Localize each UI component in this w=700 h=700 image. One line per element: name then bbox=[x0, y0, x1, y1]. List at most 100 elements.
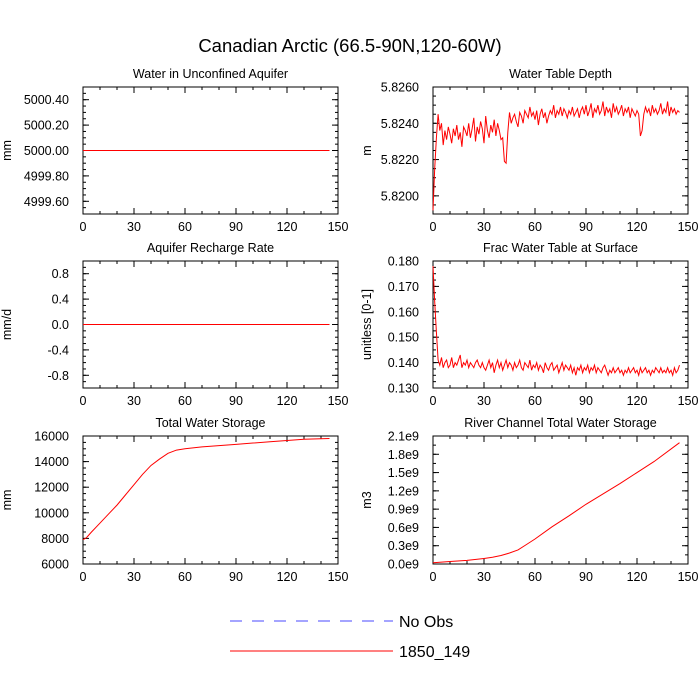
x-tick-label: 0 bbox=[430, 394, 437, 408]
panel-6: River Channel Total Water Storage 0 30 60 90… bbox=[360, 416, 698, 584]
x-tick-label: 30 bbox=[127, 394, 141, 408]
x-tick-label: 150 bbox=[328, 220, 349, 234]
x-tick-label: 60 bbox=[528, 220, 542, 234]
x-tick-label: 0 bbox=[80, 394, 87, 408]
plot-frame bbox=[432, 86, 689, 215]
x-tick-label: 0 bbox=[80, 220, 87, 234]
y-tick-label: 5.8260 bbox=[381, 81, 419, 95]
series-line-1850_149 bbox=[432, 442, 680, 564]
x-tick-label: 30 bbox=[127, 220, 141, 234]
x-tick-label: 60 bbox=[178, 394, 192, 408]
x-tick-label: 120 bbox=[277, 220, 298, 234]
y-tick-label: 0.6e9 bbox=[388, 521, 419, 535]
panel-1: Water in Unconfined Aquifer 0 30 60 90 120 150… bbox=[0, 67, 348, 234]
y-tick-label: 5000.20 bbox=[24, 119, 69, 133]
y-tick-label: 0.130 bbox=[388, 382, 419, 396]
legend: No Obs 1850_149 bbox=[230, 614, 470, 661]
panel-title: Aquifer Recharge Rate bbox=[147, 241, 274, 255]
series-line-1850_149 bbox=[82, 438, 330, 541]
x-tick-label: 0 bbox=[430, 220, 437, 234]
y-tick-label: 12000 bbox=[34, 481, 69, 495]
x-tick-label: 90 bbox=[579, 220, 593, 234]
x-tick-label: 150 bbox=[328, 570, 349, 584]
x-tick-label: 150 bbox=[678, 394, 699, 408]
y-tick-label: 5000.40 bbox=[24, 93, 69, 107]
y-tick-label: 0.9e9 bbox=[388, 503, 419, 517]
y-tick-label: 14000 bbox=[34, 455, 69, 469]
y-tick-label: 5.8200 bbox=[381, 189, 419, 203]
x-tick-label: 150 bbox=[328, 394, 349, 408]
y-tick-label: 0.3e9 bbox=[388, 539, 419, 553]
y-tick-label: 4999.80 bbox=[24, 169, 69, 183]
legend-label: 1850_149 bbox=[399, 644, 470, 661]
x-tick-label: 150 bbox=[678, 220, 699, 234]
figure-title: Canadian Arctic (66.5-90N,120-60W) bbox=[198, 35, 501, 56]
x-tick-label: 30 bbox=[477, 220, 491, 234]
y-tick-label: 5.8240 bbox=[381, 117, 419, 131]
panel-title: Water in Unconfined Aquifer bbox=[133, 67, 288, 81]
panel-3: Aquifer Recharge Rate 0 30 60 90 120 150 -0.8 -0… bbox=[0, 241, 348, 408]
y-tick-label: 1.5e9 bbox=[388, 466, 419, 480]
y-tick-label: 0.160 bbox=[388, 305, 419, 319]
x-tick-label: 90 bbox=[229, 570, 243, 584]
y-tick-label: 0.180 bbox=[388, 255, 419, 269]
x-tick-label: 60 bbox=[178, 570, 192, 584]
x-tick-label: 30 bbox=[127, 570, 141, 584]
panels: Water in Unconfined Aquifer 0 30 60 90 120 150… bbox=[0, 67, 698, 584]
y-tick-label: 0.4 bbox=[52, 293, 69, 307]
y-axis-label: mm bbox=[0, 490, 14, 511]
y-tick-label: -0.4 bbox=[47, 343, 69, 357]
y-tick-label: 8000 bbox=[41, 532, 69, 546]
y-tick-label: 0.0e9 bbox=[388, 558, 419, 572]
x-tick-label: 90 bbox=[229, 220, 243, 234]
panel-title: Frac Water Table at Surface bbox=[483, 241, 638, 255]
x-tick-label: 120 bbox=[277, 570, 298, 584]
y-tick-label: 1.2e9 bbox=[388, 484, 419, 498]
x-tick-label: 60 bbox=[528, 570, 542, 584]
panel-5: Total Water Storage 0 30 60 90 120 150 6000 8000… bbox=[0, 416, 348, 584]
x-tick-label: 120 bbox=[627, 570, 648, 584]
x-tick-label: 0 bbox=[430, 570, 437, 584]
panel-title: Total Water Storage bbox=[155, 416, 265, 430]
y-tick-label: 5.8220 bbox=[381, 153, 419, 167]
x-tick-label: 30 bbox=[477, 394, 491, 408]
y-tick-label: 0.0 bbox=[52, 318, 69, 332]
y-tick-label: -0.8 bbox=[47, 369, 69, 383]
y-tick-label: 10000 bbox=[34, 506, 69, 520]
y-tick-label: 0.140 bbox=[388, 356, 419, 370]
x-tick-label: 150 bbox=[678, 570, 699, 584]
x-tick-label: 90 bbox=[579, 570, 593, 584]
series-line-1850_149 bbox=[432, 266, 680, 378]
x-tick-label: 120 bbox=[627, 220, 648, 234]
y-axis-label: m3 bbox=[360, 491, 374, 508]
x-tick-label: 90 bbox=[229, 394, 243, 408]
y-axis-label: unitless [0-1] bbox=[360, 289, 374, 360]
y-axis-label: mm bbox=[0, 140, 14, 161]
y-tick-label: 1.8e9 bbox=[388, 448, 419, 462]
y-tick-label: 0.150 bbox=[388, 331, 419, 345]
plot-frame bbox=[432, 435, 689, 565]
y-axis-label: m bbox=[360, 145, 374, 155]
series-line-1850_149 bbox=[432, 101, 680, 211]
x-tick-label: 0 bbox=[80, 570, 87, 584]
x-tick-label: 120 bbox=[277, 394, 298, 408]
legend-label: No Obs bbox=[399, 614, 453, 631]
panel-4: Frac Water Table at Surface 0 30 60 90 120 150… bbox=[360, 241, 698, 408]
y-axis-label: mm/d bbox=[0, 309, 14, 340]
y-tick-label: 4999.60 bbox=[24, 195, 69, 209]
panel-title: Water Table Depth bbox=[509, 67, 612, 81]
y-tick-label: 5000.00 bbox=[24, 144, 69, 158]
x-tick-label: 30 bbox=[477, 570, 491, 584]
y-tick-label: 0.8 bbox=[52, 267, 69, 281]
y-tick-label: 0.170 bbox=[388, 280, 419, 294]
x-tick-label: 120 bbox=[627, 394, 648, 408]
x-tick-label: 90 bbox=[579, 394, 593, 408]
panel-2: Water Table Depth 0 30 60 90 120 150 5.8200 5.82… bbox=[360, 67, 698, 234]
y-tick-label: 16000 bbox=[34, 430, 69, 444]
panel-title: River Channel Total Water Storage bbox=[464, 416, 657, 430]
y-tick-label: 2.1e9 bbox=[388, 430, 419, 444]
x-tick-label: 60 bbox=[178, 220, 192, 234]
y-tick-label: 6000 bbox=[41, 558, 69, 572]
x-tick-label: 60 bbox=[528, 394, 542, 408]
